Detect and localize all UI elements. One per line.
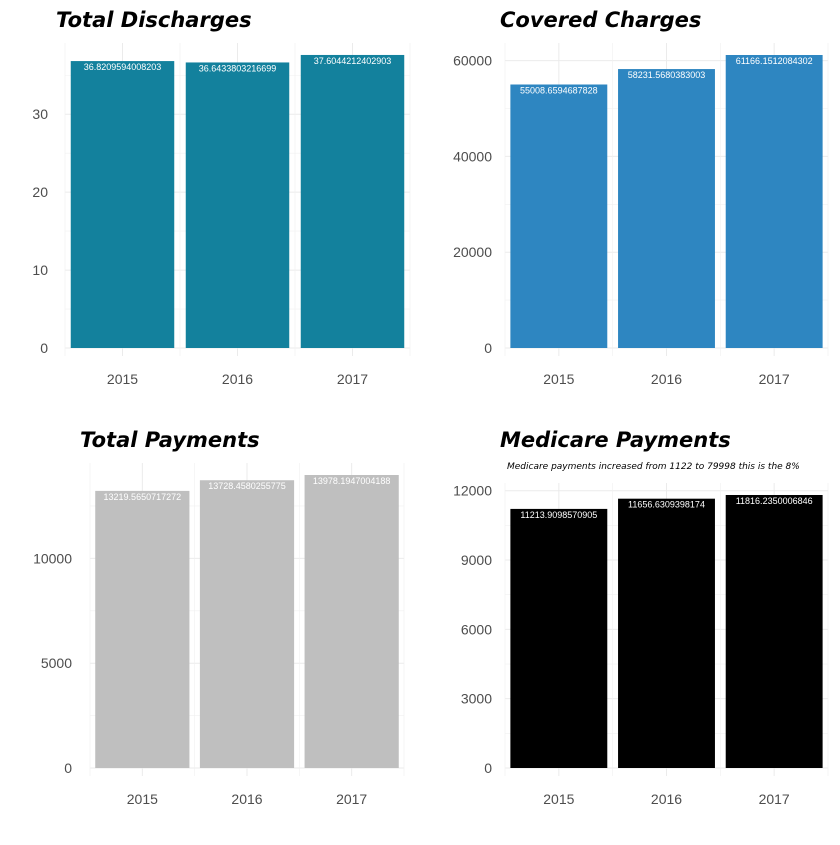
x-tick-label: 2016 xyxy=(222,371,253,387)
y-tick-label: 9000 xyxy=(461,552,492,568)
y-tick-label: 40000 xyxy=(453,148,492,164)
bar xyxy=(70,61,175,349)
bar xyxy=(618,69,715,348)
x-tick-label: 2017 xyxy=(759,371,790,387)
y-tick-label: 30 xyxy=(32,106,48,122)
bar xyxy=(185,62,290,349)
y-tick-label: 60000 xyxy=(453,53,492,69)
y-tick-label: 12000 xyxy=(453,483,492,499)
y-tick-label: 6000 xyxy=(461,621,492,637)
x-tick-label: 2017 xyxy=(336,791,367,807)
x-tick-label: 2017 xyxy=(759,791,790,807)
bar xyxy=(300,54,405,348)
bar-value-label: 55008.6594687828 xyxy=(520,85,598,95)
bar xyxy=(510,84,608,349)
chart-medicare-payments: 0 3000 6000 9000 12000 11213.9098570905 2015 11… xyxy=(420,420,840,840)
x-tick-label: 2015 xyxy=(107,371,138,387)
chart-svg: 0 20000 40000 60000 55008.6594687828 2015 5823… xyxy=(453,8,829,387)
chart-covered-charges: 0 20000 40000 60000 55008.6594687828 2015 5823… xyxy=(420,0,840,420)
y-tick-label: 3000 xyxy=(461,691,492,707)
chart-title: Covered Charges xyxy=(500,8,701,32)
bar-value-label: 37.6044212402903 xyxy=(314,56,392,66)
y-tick-label: 20000 xyxy=(453,244,492,260)
bar xyxy=(725,494,823,768)
x-tick-label: 2015 xyxy=(543,791,574,807)
bar-value-label: 13728.4580255775 xyxy=(208,481,286,491)
x-tick-label: 2015 xyxy=(543,371,574,387)
y-tick-label: 20 xyxy=(32,184,48,200)
y-tick-label: 0 xyxy=(484,340,492,356)
bar-value-label: 13978.1947004188 xyxy=(313,476,391,486)
y-tick-label: 0 xyxy=(64,760,72,776)
y-tick-label: 0 xyxy=(484,760,492,776)
chart-svg: 0 3000 6000 9000 12000 11213.9098570905 2015 11… xyxy=(453,428,829,807)
bar xyxy=(618,498,715,768)
chart-svg: 0 5000 10000 13219.5650717272 2015 13728.4580… xyxy=(33,428,405,807)
bar xyxy=(304,474,399,768)
y-tick-label: 0 xyxy=(40,340,48,356)
bar-value-label: 36.6433803216699 xyxy=(199,63,277,73)
chart-svg: 0 10 20 30 36.8209594008203 2015 36.6433803216… xyxy=(32,8,411,387)
y-tick-label: 10 xyxy=(32,262,48,278)
bar-value-label: 58231.5680383003 xyxy=(628,70,706,80)
bar-value-label: 11213.9098570905 xyxy=(520,510,597,520)
x-tick-label: 2016 xyxy=(231,791,262,807)
y-tick-label: 10000 xyxy=(33,550,72,566)
bar xyxy=(199,480,295,768)
chart-title: Total Payments xyxy=(80,428,260,452)
chart-subtitle: Medicare payments increased from 1122 to… xyxy=(507,462,800,472)
x-tick-label: 2016 xyxy=(651,791,682,807)
bar-value-label: 36.8209594008203 xyxy=(84,62,162,72)
x-tick-label: 2017 xyxy=(337,371,368,387)
bar-value-label: 11656.6309398174 xyxy=(628,500,705,510)
chart-total-payments: 0 5000 10000 13219.5650717272 2015 13728.4580… xyxy=(0,420,420,840)
bar xyxy=(510,508,608,768)
bar-value-label: 13219.5650717272 xyxy=(104,492,182,502)
bar-value-label: 11816.2350006846 xyxy=(736,496,813,506)
bar-value-label: 61166.1512084302 xyxy=(736,56,813,66)
x-tick-label: 2015 xyxy=(127,791,158,807)
chart-total-discharges: 0 10 20 30 36.8209594008203 2015 36.6433803216… xyxy=(0,0,420,420)
y-tick-label: 5000 xyxy=(41,655,72,671)
bar xyxy=(725,54,823,349)
chart-title: Total Discharges xyxy=(56,8,252,32)
chart-title: Medicare Payments xyxy=(500,428,731,452)
x-tick-label: 2016 xyxy=(651,371,682,387)
bar xyxy=(95,490,190,768)
